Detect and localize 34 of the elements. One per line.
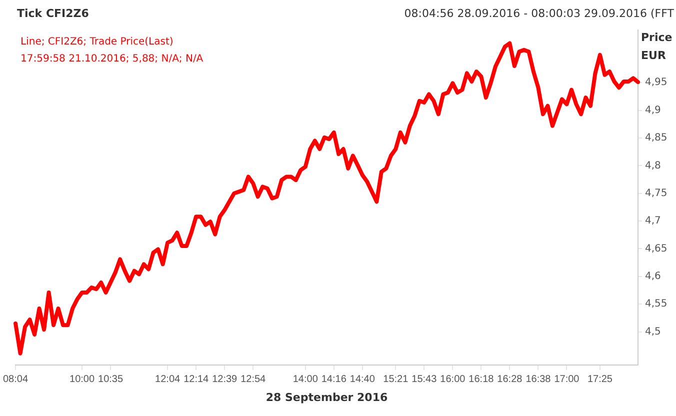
- text: Line; CFI2Z6; Trade Price(Last): [20, 36, 174, 48]
- x-tick-label: 15:21: [383, 374, 409, 385]
- x-tick-label: 15:43: [412, 374, 438, 385]
- y-tick-label: 4,6: [645, 271, 661, 282]
- x-tick-label: 10:35: [98, 374, 124, 385]
- x-tick-label: 14:16: [321, 374, 347, 385]
- x-tick-label: 12:39: [212, 374, 238, 385]
- x-axis-title: 28 September 2016: [266, 390, 388, 404]
- x-tick-label: 12:14: [184, 374, 210, 385]
- y-tick-label: 4,5: [645, 326, 661, 338]
- y-tick-label: 4,85: [645, 132, 668, 144]
- annotation: 17:59:58 21.10.2016; 5,88; N/A; N/A: [20, 54, 204, 65]
- x-tick-label: 17:25: [587, 374, 613, 385]
- x-tick-label: 14:00: [292, 374, 318, 385]
- y-tick-label: 4,65: [645, 243, 668, 254]
- x-tick-label: 16:28: [497, 374, 523, 385]
- x-tick-label: 08:04: [2, 374, 28, 385]
- y-tick-label: 4,9: [645, 104, 661, 116]
- y-axis-title: Price EUR: [641, 30, 672, 62]
- x-tick-label: 16:18: [468, 374, 494, 385]
- x-tick-label: 12:04: [155, 374, 181, 385]
- x-tick-label: 17:00: [554, 374, 580, 385]
- y-tick-label: 4,7: [645, 216, 661, 227]
- y-tick-label: 4,95: [645, 77, 668, 88]
- chart-title: Tick CFI2Z6: [17, 6, 90, 20]
- y-tick-label: 4,55: [645, 298, 668, 310]
- y-tick-label: 4,75: [645, 188, 668, 199]
- chart-subtitle: 08:04:56 28.09.2016 - 08:00:03 29.09.2016 (FFT: [404, 6, 674, 20]
- y-tick-label: 4,8: [645, 160, 661, 172]
- x-tick-label: 10:00: [70, 374, 95, 385]
- x-tick-label: 12:54: [240, 374, 266, 385]
- x-tick-label: 16:38: [526, 374, 552, 385]
- x-tick-label: 16:00: [440, 374, 466, 385]
- x-tick-label: 14:40: [350, 374, 376, 385]
